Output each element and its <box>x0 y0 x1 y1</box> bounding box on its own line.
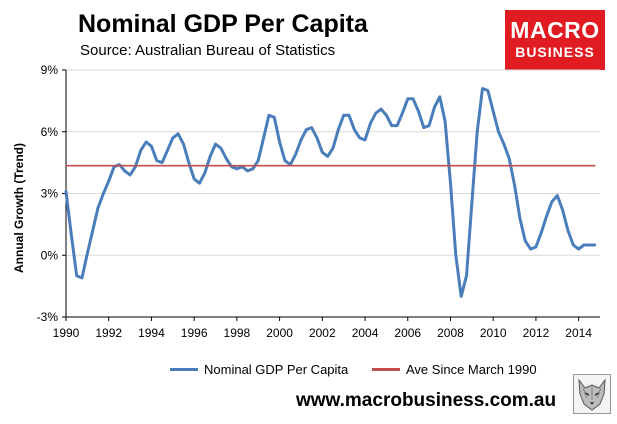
legend-swatch-gdp <box>170 368 198 371</box>
chart-title: Nominal GDP Per Capita <box>78 10 368 38</box>
legend-item-average: Ave Since March 1990 <box>372 362 537 377</box>
x-tick-label: 1992 <box>95 326 122 340</box>
x-tick-label: 1994 <box>138 326 165 340</box>
legend-label-average: Ave Since March 1990 <box>406 362 537 377</box>
x-tick-label: 2008 <box>437 326 464 340</box>
logo-line-1: MACRO <box>510 17 600 43</box>
x-tick-label: 1996 <box>181 326 208 340</box>
legend-item-gdp: Nominal GDP Per Capita <box>170 362 348 377</box>
macrobusiness-logo: MACRO BUSINESS <box>505 10 605 70</box>
x-tick-label: 2004 <box>352 326 379 340</box>
series-layer <box>64 87 597 298</box>
website-url: www.macrobusiness.com.au <box>296 390 557 411</box>
chart-subtitle: Source: Australian Bureau of Statistics <box>80 42 336 59</box>
x-tick-label: 2002 <box>309 326 336 340</box>
y-tick-label: 6% <box>41 125 59 139</box>
series-line-gdp <box>64 87 597 298</box>
x-tick-label: 2014 <box>565 326 592 340</box>
grid-layer <box>66 69 600 318</box>
y-tick-label: 9% <box>41 63 59 77</box>
legend-swatch-average <box>372 368 400 371</box>
axis-layer: -3% 0% 3% 6% 9% 1990 1992 1994 1996 1998 2000 2002 2… <box>37 63 600 340</box>
x-tick-label: 2010 <box>480 326 507 340</box>
x-tick-label: 1990 <box>53 326 80 340</box>
y-tick-label: 0% <box>41 248 59 262</box>
y-tick-label: -3% <box>37 310 59 324</box>
x-tick-label: 1998 <box>224 326 251 340</box>
legend-label-gdp: Nominal GDP Per Capita <box>204 362 349 377</box>
chart-legend: Nominal GDP Per Capita Ave Since March 1… <box>0 362 617 382</box>
y-tick-label: 3% <box>41 187 59 201</box>
logo-line-2: BUSINESS <box>515 44 595 60</box>
x-tick-label: 2000 <box>266 326 293 340</box>
x-tick-label: 2006 <box>394 326 421 340</box>
wolf-logo-icon <box>573 374 611 414</box>
x-tick-label: 2012 <box>523 326 550 340</box>
